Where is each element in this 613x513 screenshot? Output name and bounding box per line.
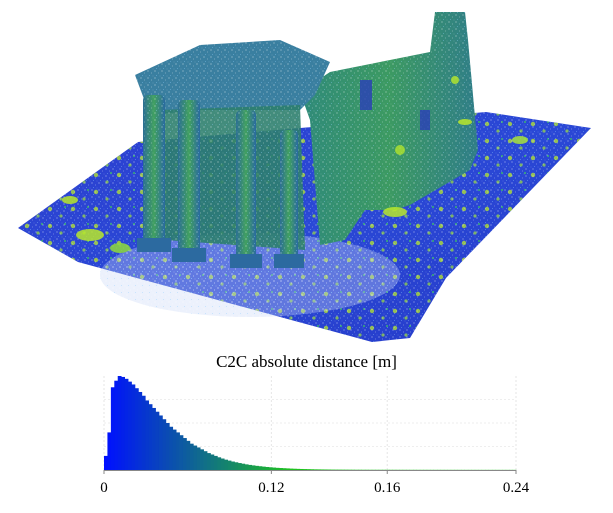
histogram-bar	[282, 468, 287, 470]
histogram-bar	[203, 451, 208, 470]
histogram-bar	[107, 432, 112, 470]
histogram-bar	[337, 469, 342, 471]
histogram-bar	[182, 438, 187, 470]
histogram-bar	[134, 388, 139, 470]
point-cloud-illustration	[18, 12, 591, 342]
histogram-bar	[258, 466, 263, 470]
histogram-bar	[310, 469, 314, 470]
x-tick-label: 0.16	[374, 480, 401, 496]
histogram-chart: 0 0.12 0.16 0.24	[100, 376, 530, 496]
histogram-bar	[231, 461, 235, 470]
histogram-bar	[330, 469, 335, 471]
histogram-bar	[210, 454, 215, 470]
temple-columns	[137, 95, 304, 268]
histogram-bar	[172, 429, 177, 470]
histogram-bar	[220, 458, 225, 470]
histogram-title: C2C absolute distance [m]	[216, 352, 397, 371]
histogram-bar	[344, 469, 349, 471]
histogram-bar	[265, 466, 270, 470]
histogram-bar	[217, 457, 222, 470]
histogram-bar	[124, 378, 129, 470]
histogram-bar	[261, 466, 266, 470]
histogram-bar	[292, 468, 297, 470]
histogram-bar	[148, 404, 153, 470]
histogram-bar	[306, 469, 311, 470]
histogram-bar	[200, 449, 204, 470]
histogram-bar	[251, 465, 256, 470]
histogram-bar	[296, 468, 301, 470]
histogram-bar	[340, 469, 345, 471]
histogram-bar	[196, 447, 201, 470]
histogram-bar	[138, 391, 143, 470]
histogram-bar	[334, 469, 338, 471]
histogram-bar	[189, 443, 194, 470]
histogram-bar	[207, 453, 211, 470]
histogram-bar	[316, 469, 321, 470]
histogram-bar	[193, 445, 198, 470]
histogram-bar	[248, 464, 253, 470]
histogram-bar	[110, 387, 115, 470]
histogram-bar	[176, 432, 180, 470]
histogram-bar	[186, 440, 191, 470]
histogram-bar	[179, 435, 184, 470]
x-tick-label: 0.12	[258, 480, 284, 496]
histogram-bar	[327, 469, 331, 471]
histogram-bar	[303, 469, 307, 470]
histogram-bar	[272, 467, 277, 470]
histogram-bar	[224, 459, 228, 470]
histogram-bar	[285, 468, 290, 470]
histogram-bar	[313, 469, 318, 470]
histogram-bar	[158, 415, 163, 470]
histogram-bar	[121, 376, 125, 470]
histogram-bar	[145, 400, 150, 470]
x-tick-label: 0.24	[503, 480, 530, 496]
histogram-bar	[131, 384, 136, 470]
x-tick-labels: 0 0.12 0.16 0.24	[100, 470, 530, 496]
histogram-bars	[104, 376, 517, 471]
histogram-bar	[117, 376, 122, 470]
histogram-bar	[162, 419, 167, 470]
histogram-bar	[141, 395, 146, 470]
histogram-bar	[320, 469, 325, 471]
histogram-bar	[268, 467, 273, 470]
histogram-bar	[104, 455, 108, 470]
histogram-bar	[128, 381, 132, 470]
histogram-bar	[114, 380, 119, 470]
x-tick-label: 0	[100, 480, 108, 496]
histogram-bar	[275, 467, 280, 470]
histogram-bar	[227, 460, 232, 470]
histogram-bar	[279, 468, 283, 470]
histogram-bar	[213, 455, 218, 470]
histogram-bar	[241, 463, 246, 470]
histogram-bar	[244, 464, 249, 470]
histogram-bar	[155, 411, 160, 470]
histogram-bar	[299, 468, 304, 470]
histogram-bar	[255, 465, 259, 470]
histogram-bar	[347, 469, 352, 471]
histogram-bar	[237, 463, 242, 470]
histogram-bar	[234, 462, 239, 470]
histogram-bar	[323, 469, 328, 471]
histogram-bar	[165, 423, 170, 470]
histogram-bar	[169, 426, 174, 470]
histogram-bar	[152, 407, 156, 470]
histogram-bar	[289, 468, 294, 470]
